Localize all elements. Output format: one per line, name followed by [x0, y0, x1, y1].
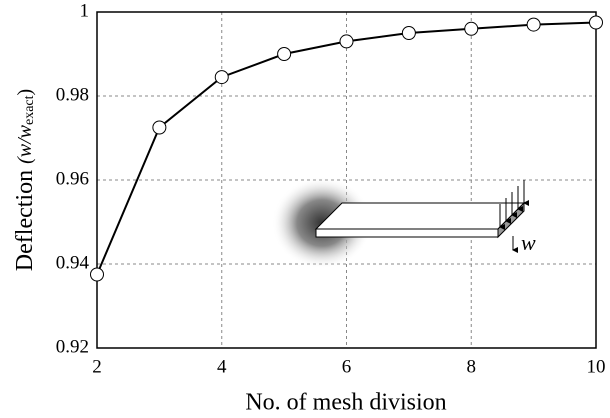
x-tick-label: 8	[467, 356, 477, 377]
data-point	[526, 17, 541, 32]
y-label-sub: exact	[22, 95, 37, 125]
x-tick-label: 10	[587, 356, 606, 377]
y-tick-label: 0.92	[56, 336, 89, 357]
y-label-close: )	[14, 89, 36, 96]
inset-figure: w	[272, 177, 536, 269]
y-tick-label: 1	[80, 0, 90, 21]
data-point	[152, 120, 167, 135]
x-tick-label: 2	[92, 356, 102, 377]
data-point	[401, 26, 416, 40]
y-label-main: Deflection	[12, 164, 38, 271]
plate-front	[315, 228, 499, 238]
y-axis-label: Deflection (w/wexact)	[12, 89, 38, 271]
y-tick-label: 0.98	[56, 84, 89, 105]
data-point	[214, 70, 229, 85]
data-point	[277, 47, 292, 61]
x-tick-label: 4	[217, 356, 227, 377]
plot-frame	[96, 11, 597, 349]
y-tick-label: 0.96	[56, 168, 89, 189]
inset-label: w	[521, 230, 536, 255]
load-arrows	[499, 180, 529, 253]
data-point	[464, 21, 479, 36]
data-point	[339, 34, 354, 49]
plate-top	[314, 202, 526, 230]
x-tick-label: 6	[342, 356, 352, 377]
data-point	[589, 15, 603, 30]
data-point	[90, 267, 104, 282]
x-axis-label: No. of mesh division	[245, 390, 446, 416]
y-tick-label: 0.94	[56, 252, 90, 273]
y-label-ratio: (w/w	[14, 124, 36, 164]
